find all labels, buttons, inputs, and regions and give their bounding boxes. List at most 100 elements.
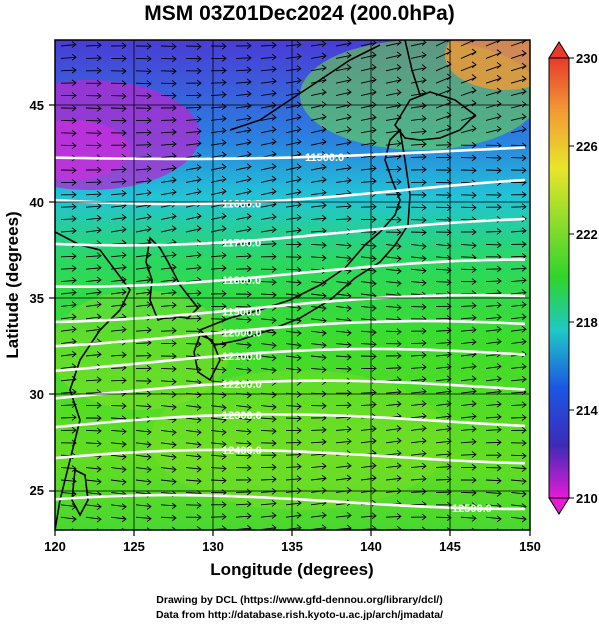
- wind-vector-head: [121, 92, 127, 100]
- wind-vector-head: [271, 451, 277, 459]
- wind-vector-head: [321, 438, 327, 446]
- wind-vector: [410, 440, 427, 444]
- wind-vector: [385, 465, 402, 469]
- wind-vector-head: [121, 527, 126, 530]
- wind-vector-head: [521, 452, 527, 460]
- wind-vector-head: [296, 77, 302, 84]
- wind-vector-head: [371, 267, 377, 275]
- wind-vector: [435, 243, 452, 247]
- wind-vector: [385, 330, 402, 333]
- hokkaido-coastline: [394, 91, 477, 141]
- wind-vector: [185, 305, 202, 307]
- wind-vector: [510, 341, 527, 345]
- wind-vector: [285, 281, 302, 284]
- wind-vector: [510, 52, 527, 59]
- wind-vector: [135, 504, 152, 507]
- colorbar-top-arrow: [548, 41, 570, 59]
- wind-vector: [310, 465, 327, 469]
- wind-vector-head: [96, 351, 102, 358]
- wind-vector-head: [396, 178, 402, 186]
- wind-vector: [185, 292, 202, 295]
- wind-vector: [335, 141, 352, 146]
- honshu-coastline: [198, 128, 411, 346]
- wind-vector-head: [496, 326, 502, 333]
- wind-vector-head: [496, 74, 502, 82]
- wind-vector: [310, 330, 327, 334]
- wind-vector-head: [196, 513, 202, 521]
- wind-vector: [235, 255, 252, 258]
- wind-vector: [510, 292, 527, 295]
- wind-vector-head: [521, 227, 527, 235]
- wind-vector-head: [221, 175, 227, 183]
- wind-vector-head: [221, 428, 227, 436]
- wind-vector: [185, 380, 202, 383]
- wind-vector: [85, 328, 102, 332]
- wind-vector: [435, 378, 452, 382]
- wind-vector: [185, 467, 202, 470]
- wind-vector-head: [446, 141, 452, 149]
- wind-vector: [260, 515, 277, 518]
- wind-vector: [135, 291, 152, 295]
- wind-vector-head: [196, 67, 202, 75]
- wind-vector-head: [146, 377, 152, 385]
- wind-vector-head: [246, 225, 252, 233]
- wind-vector-head: [396, 76, 402, 84]
- wind-vector-head: [196, 251, 202, 259]
- wind-vector-head: [396, 340, 402, 348]
- wind-vector-head: [521, 125, 527, 133]
- wind-vector: [460, 317, 477, 320]
- wind-vector-head: [271, 240, 277, 248]
- wind-vector-head: [196, 151, 202, 159]
- wind-vector: [460, 243, 477, 247]
- wind-vector-head: [471, 86, 477, 94]
- wind-vector: [210, 118, 227, 121]
- wind-vector: [235, 203, 252, 208]
- wind-vector: [110, 417, 127, 420]
- wind-vector-head: [321, 254, 327, 262]
- wind-vector: [210, 166, 227, 171]
- wind-vector: [160, 504, 177, 507]
- wind-vector: [460, 256, 477, 259]
- wind-vector: [85, 44, 102, 47]
- x-tick-label: 145: [439, 539, 461, 554]
- wind-vector-head: [246, 391, 252, 399]
- wind-vector-head: [521, 191, 527, 198]
- wind-vector: [510, 454, 527, 457]
- wind-vector-head: [146, 515, 152, 522]
- wind-vector: [135, 329, 152, 332]
- wind-vector: [510, 128, 527, 134]
- wind-vector: [135, 204, 152, 208]
- wind-vector-head: [171, 453, 177, 461]
- wind-vector-head: [96, 202, 102, 210]
- wind-vector: [235, 228, 252, 233]
- wind-vector-head: [71, 325, 77, 333]
- wind-vector-head: [496, 87, 502, 95]
- wind-vector-head: [321, 366, 327, 374]
- wind-vector-head: [346, 164, 352, 172]
- wind-vector-head: [446, 124, 452, 132]
- wind-vector: [360, 91, 377, 97]
- wind-vector-head: [421, 363, 427, 371]
- wind-vector-head: [471, 40, 476, 43]
- wind-vector-head: [171, 188, 177, 196]
- wind-vector-head: [271, 354, 277, 362]
- height-contour: [55, 347, 526, 373]
- wind-vector: [360, 281, 377, 285]
- wind-vector-head: [446, 327, 452, 334]
- wind-vector-head: [371, 63, 377, 71]
- wind-vector: [135, 516, 152, 520]
- wind-vector-head: [246, 114, 252, 122]
- wind-vector: [485, 416, 502, 419]
- wind-vector-head: [246, 290, 252, 298]
- wind-vector-head: [221, 225, 227, 233]
- wind-vector: [360, 392, 377, 394]
- wind-vector-head: [446, 400, 452, 407]
- wind-vector-head: [521, 289, 527, 296]
- wind-vector-head: [146, 80, 152, 88]
- y-tick-label: 40: [30, 195, 44, 210]
- wind-vector: [210, 228, 227, 233]
- wind-vector: [360, 515, 377, 518]
- wind-vector-head: [446, 266, 452, 274]
- wind-vector-head: [246, 341, 252, 349]
- wind-vector: [210, 467, 227, 470]
